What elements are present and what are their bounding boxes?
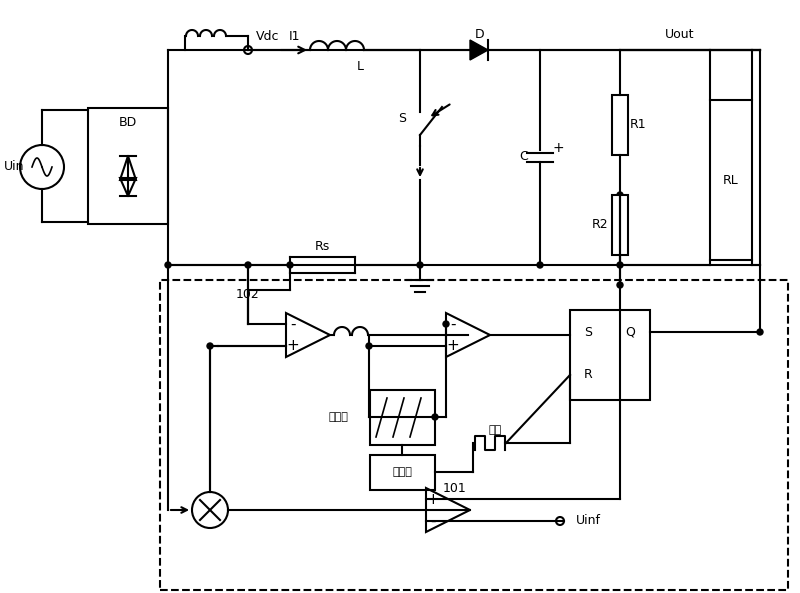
Bar [370,390,435,445]
Circle shape [432,414,438,420]
Circle shape [287,262,293,268]
Text: L: L [357,60,363,74]
Circle shape [245,262,251,268]
Text: C: C [520,151,528,164]
Text: Q: Q [625,326,635,339]
Circle shape [617,262,623,268]
Bar [612,195,628,255]
Text: 102: 102 [236,288,260,301]
Circle shape [207,343,213,349]
Text: D: D [475,28,485,42]
Text: +: + [552,141,564,155]
Text: -: - [290,317,296,331]
Text: Vdc: Vdc [256,30,279,43]
Text: S: S [398,111,406,125]
Text: Uout: Uout [666,28,694,42]
Circle shape [757,329,763,335]
Text: Rs: Rs [314,241,330,253]
Text: Uin: Uin [4,161,24,174]
Bar [612,95,628,155]
Text: -: - [430,514,436,528]
Circle shape [366,343,372,349]
Text: Uinf: Uinf [575,515,601,528]
Text: -: - [450,317,456,331]
Bar [710,100,752,260]
Text: RL: RL [723,174,739,187]
Circle shape [537,262,543,268]
Bar [570,310,650,400]
Circle shape [165,262,171,268]
Circle shape [617,282,623,288]
Bar [370,455,435,490]
Text: +: + [446,339,459,353]
Text: S: S [584,326,592,339]
Text: 101: 101 [443,482,467,495]
Text: +: + [426,492,439,506]
Text: R2: R2 [592,218,608,231]
Circle shape [417,262,423,268]
Text: 锯齿波: 锯齿波 [328,412,348,422]
Text: BD: BD [119,116,137,129]
Text: 振荡器: 振荡器 [392,467,412,477]
Text: I1: I1 [290,30,301,43]
Text: R1: R1 [630,119,646,132]
Circle shape [617,192,623,198]
Circle shape [443,321,449,327]
Polygon shape [470,40,488,60]
Bar [160,280,788,590]
Bar [88,108,168,224]
Text: 时钟: 时钟 [488,425,502,435]
Text: R: R [584,368,592,381]
Text: +: + [286,339,299,353]
